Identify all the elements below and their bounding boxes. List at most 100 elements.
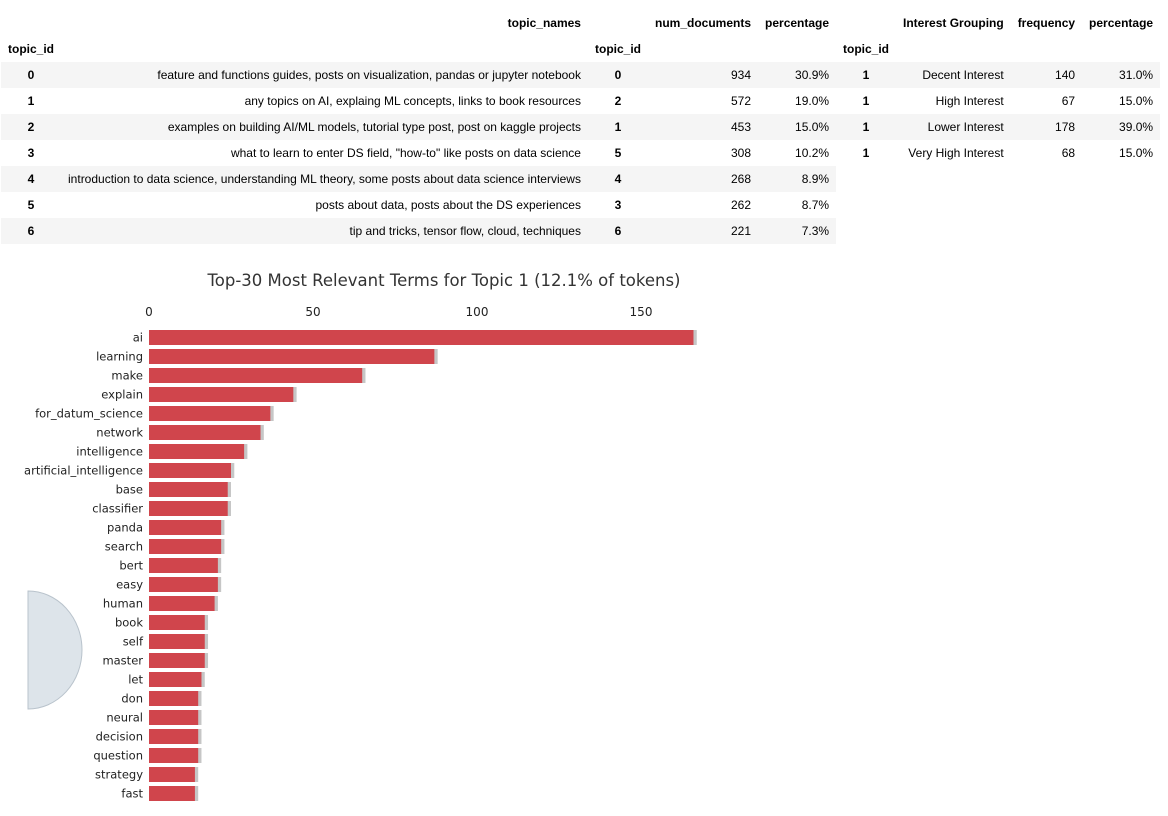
percentage-cell: 31.0%: [1119, 68, 1154, 82]
term-label: question: [93, 749, 143, 763]
bar-topic: [149, 653, 205, 668]
topic-id-cell: 6: [27, 224, 35, 238]
num-documents-cell: 308: [731, 146, 752, 160]
table-row: 6 221 7.3%: [588, 218, 837, 244]
index-name-header: topic_id: [595, 42, 642, 56]
x-tick-label: 50: [305, 305, 320, 319]
topic-id-cell: 0: [614, 68, 622, 82]
num-documents-cell: 268: [731, 172, 752, 186]
term-label: master: [102, 654, 143, 668]
bar-topic: [149, 330, 694, 345]
bar-topic: [149, 387, 294, 402]
bar-topic: [149, 672, 202, 687]
table-row: 5 posts about data, posts about the DS ex…: [1, 192, 588, 218]
bar-topic: [149, 425, 261, 440]
term-label: neural: [106, 711, 143, 725]
percentage-cell: 8.7%: [801, 198, 830, 212]
table-row: 2 examples on building AI/ML models, tuto…: [1, 114, 588, 140]
document-counts-table: num_documents percentage topic_id 0 934 30…: [588, 10, 837, 244]
table-row: 4 268 8.9%: [588, 166, 837, 192]
term-label: base: [116, 483, 143, 497]
topic-names-cell: tip and tricks, tensor flow, cloud, tech…: [349, 224, 581, 238]
topic-id-cell: 3: [27, 146, 35, 160]
table-row: 4 introduction to data science, understan…: [1, 166, 588, 192]
percentage-cell: 30.9%: [795, 68, 830, 82]
table-row: 2 572 19.0%: [588, 88, 836, 114]
bar-topic: [149, 558, 218, 573]
bar-topic: [149, 577, 218, 592]
bar-topic: [149, 710, 199, 725]
topic-id-cell: 5: [614, 146, 622, 160]
percentage-header: percentage: [765, 16, 830, 30]
term-label: search: [105, 540, 143, 554]
topic-id-cell: 1: [862, 94, 870, 108]
bar-topic: [149, 349, 435, 364]
num-documents-cell: 572: [731, 94, 752, 108]
frequency-cell: 140: [1055, 68, 1076, 82]
topic-id-cell: 2: [614, 94, 622, 108]
bar-topic: [149, 748, 199, 763]
topic-id-cell: 1: [614, 120, 622, 134]
topic-id-cell: 4: [27, 172, 35, 186]
topic-id-cell: 1: [862, 146, 870, 160]
table-row: 1 High Interest 67 15.0%: [836, 88, 1160, 114]
interest-grouping-cell: Very High Interest: [908, 146, 1004, 160]
bar-topic: [149, 539, 222, 554]
bar-topic: [149, 444, 245, 459]
frequency-header: frequency: [1017, 16, 1076, 30]
x-axis: 0 50 100 150: [145, 305, 652, 319]
table-row: 1 Decent Interest 140 31.0%: [836, 62, 1161, 88]
x-tick-label: 0: [145, 305, 153, 319]
term-label: bert: [119, 559, 143, 573]
bar-topic: [149, 729, 199, 744]
index-name-header: topic_id: [8, 42, 55, 56]
term-label: let: [128, 673, 143, 687]
num-documents-cell: 453: [731, 120, 752, 134]
topic-id-cell: 0: [27, 68, 35, 82]
percentage-cell: 7.3%: [801, 224, 830, 238]
x-tick-label: 100: [466, 305, 489, 319]
topic-id-cell: 6: [614, 224, 622, 238]
term-label: network: [96, 426, 143, 440]
bar-topic: [149, 482, 228, 497]
percentage-header: percentage: [1089, 16, 1154, 30]
bar-topic: [149, 767, 195, 782]
topic-names-cell: any topics on AI, explaing ML concepts, …: [244, 94, 581, 108]
x-tick-label: 150: [630, 305, 653, 319]
percentage-cell: 39.0%: [1119, 120, 1154, 134]
topic-names-table: topic_names topic_id 0 feature and functi…: [1, 10, 588, 244]
table-row: 3 262 8.7%: [588, 192, 836, 218]
topic-id-cell: 2: [27, 120, 35, 134]
bar-topic: [149, 501, 228, 516]
num-documents-cell: 934: [731, 68, 752, 82]
term-label: explain: [101, 388, 143, 402]
bar-topic: [149, 634, 205, 649]
bar-topic: [149, 520, 222, 535]
topic-names-cell: posts about data, posts about the DS exp…: [315, 198, 581, 212]
bar-topic: [149, 596, 215, 611]
topic-names-cell: introduction to data science, understand…: [68, 172, 581, 186]
bar-topic: [149, 463, 231, 478]
topic-names-cell: what to learn to enter DS field, "how-to…: [230, 146, 581, 160]
topic-id-cell: 5: [27, 198, 35, 212]
chart-title: Top-30 Most Relevant Terms for Topic 1 (…: [206, 271, 680, 290]
interest-grouping-cell: High Interest: [935, 94, 1004, 108]
table-row: 0 feature and functions guides, posts on …: [1, 62, 588, 88]
table-row: 1 any topics on AI, explaing ML concepts,…: [1, 88, 588, 114]
topic-id-cell: 4: [614, 172, 622, 186]
percentage-cell: 8.9%: [801, 172, 830, 186]
table-row: 6 tip and tricks, tensor flow, cloud, tec…: [1, 218, 588, 244]
frequency-cell: 68: [1061, 146, 1076, 160]
topic-id-cell: 3: [614, 198, 622, 212]
percentage-cell: 19.0%: [795, 94, 830, 108]
top-terms-bar-chart: Top-30 Most Relevant Terms for Topic 1 (…: [24, 271, 697, 801]
topic-id-cell: 1: [862, 68, 870, 82]
interest-grouping-cell: Decent Interest: [922, 68, 1004, 82]
term-label: book: [115, 616, 143, 630]
table-row: 3 what to learn to enter DS field, "how-t…: [1, 140, 588, 166]
num-documents-header: num_documents: [655, 16, 752, 30]
term-label: panda: [107, 521, 143, 535]
topic-names-header: topic_names: [507, 16, 581, 30]
num-documents-cell: 221: [731, 224, 752, 238]
frequency-cell: 178: [1055, 120, 1076, 134]
